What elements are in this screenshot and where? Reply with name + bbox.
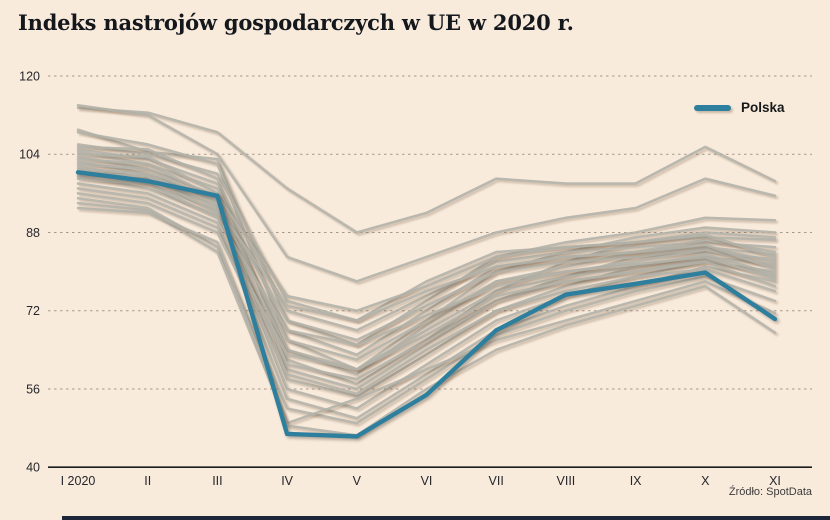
x-tick-label: IV [281, 474, 293, 488]
x-tick-label: VI [421, 474, 433, 488]
eu-country-line [76, 104, 777, 283]
legend-line-swatch [694, 104, 731, 111]
x-tick-label: VII [489, 474, 504, 488]
y-tick-label: 88 [26, 226, 40, 240]
x-tick-label: I 2020 [61, 474, 96, 488]
x-tick-label: IX [630, 474, 642, 488]
x-tick-label: X [701, 474, 710, 488]
eu-country-line [76, 148, 777, 332]
source-note: Źródło: SpotData [728, 486, 812, 498]
eu-country-line [76, 157, 777, 391]
y-tick-label: 72 [26, 304, 40, 318]
eu-country-line [76, 192, 777, 396]
x-tick-label: VIII [557, 474, 576, 488]
y-tick-label: 104 [19, 148, 40, 162]
eu-country-line [76, 196, 777, 425]
chart-title: Indeks nastrojów gospodarczych w UE w 20… [18, 10, 574, 35]
y-tick-label: 56 [26, 382, 40, 396]
eu-country-line [76, 167, 777, 322]
eu-country-line [76, 177, 777, 347]
legend: Polska [694, 100, 785, 115]
eu-country-line [76, 187, 777, 371]
y-tick-label: 40 [26, 461, 40, 475]
polska-line [75, 170, 778, 439]
x-tick-label: XI [769, 474, 781, 488]
x-tick-label: III [212, 474, 222, 488]
eu-country-line [76, 201, 777, 425]
eu-country-line [76, 106, 777, 234]
bottom-bar [62, 516, 830, 520]
y-tick-label: 120 [19, 70, 40, 84]
x-tick-label: V [353, 474, 362, 488]
x-tick-label: II [144, 474, 151, 488]
legend-label: Polska [741, 100, 785, 115]
eu-country-line [76, 206, 777, 437]
